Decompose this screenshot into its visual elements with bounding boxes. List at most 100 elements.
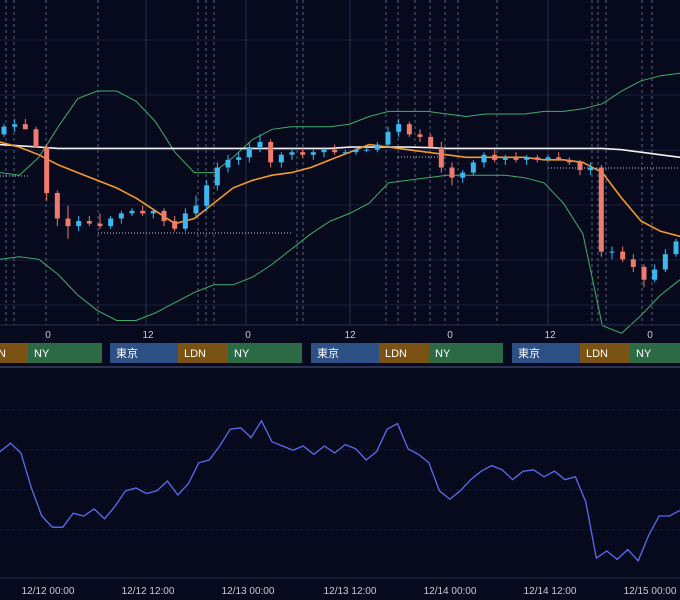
candlestick-series bbox=[1, 119, 679, 288]
candle-body-51 bbox=[545, 157, 551, 160]
session-london-label-2: LDN bbox=[385, 348, 407, 360]
session-ny-label-1: NY bbox=[234, 348, 250, 360]
candle-body-33 bbox=[353, 149, 359, 153]
candle-body-16 bbox=[172, 221, 178, 229]
date-label-0: 12/12 00:00 bbox=[22, 586, 75, 597]
session-ny-block-3 bbox=[630, 343, 680, 363]
candle-body-9 bbox=[97, 223, 103, 227]
candle-body-32 bbox=[342, 152, 348, 154]
candle-body-45 bbox=[481, 154, 487, 163]
price-hour-label-4: 0 bbox=[447, 330, 453, 341]
candle-body-39 bbox=[417, 134, 423, 137]
session-london-block-1 bbox=[178, 343, 228, 363]
price-hour-label-5: 12 bbox=[544, 330, 556, 341]
candle-body-12 bbox=[129, 210, 135, 214]
session-london-block-0 bbox=[0, 343, 28, 363]
candle-body-10 bbox=[108, 218, 114, 227]
candle-body-43 bbox=[460, 172, 466, 178]
candle-body-42 bbox=[449, 167, 455, 178]
candle-body-18 bbox=[193, 205, 199, 214]
candle-body-53 bbox=[566, 159, 572, 163]
candle-body-29 bbox=[310, 152, 316, 155]
candle-body-24 bbox=[257, 142, 263, 148]
candle-body-30 bbox=[321, 149, 327, 153]
candle-body-47 bbox=[502, 157, 508, 160]
bollinger-upper-line bbox=[0, 72, 680, 176]
price-x-axis: 0 12 0 12 0 12 0 bbox=[0, 324, 680, 341]
session-tokyo-label-3: 東京 bbox=[518, 346, 540, 360]
session-ny-label-3: NY bbox=[636, 348, 652, 360]
session-ny-block-0 bbox=[28, 343, 102, 363]
candle-body-38 bbox=[406, 124, 412, 135]
session-london-label-1: LDN bbox=[184, 348, 206, 360]
candle-body-34 bbox=[364, 149, 370, 151]
candle-body-35 bbox=[374, 144, 380, 150]
candle-body-31 bbox=[332, 149, 338, 153]
date-label-3: 12/13 12:00 bbox=[324, 586, 377, 597]
candle-body-48 bbox=[513, 157, 519, 160]
candle-body-28 bbox=[300, 152, 306, 155]
date-label-1: 12/12 12:00 bbox=[122, 586, 175, 597]
candle-body-55 bbox=[588, 167, 594, 171]
candle-body-14 bbox=[150, 210, 156, 214]
date-label-2: 12/13 00:00 bbox=[222, 586, 275, 597]
session-bar: 東京LDNNY東京LDNNY東京LDNNY東京LDNNY bbox=[0, 343, 680, 363]
price-hour-label-2: 0 bbox=[245, 330, 251, 341]
candle-body-7 bbox=[76, 221, 82, 227]
session-tokyo-block-2 bbox=[311, 343, 379, 363]
candle-body-44 bbox=[470, 162, 476, 173]
candle-body-62 bbox=[662, 254, 668, 270]
candle-body-17 bbox=[182, 213, 188, 229]
candle-body-46 bbox=[492, 154, 498, 160]
candle-body-21 bbox=[225, 159, 231, 168]
candle-body-41 bbox=[438, 147, 444, 168]
candle-body-23 bbox=[246, 147, 252, 158]
session-london-label-3: LDN bbox=[586, 348, 608, 360]
candle-body-26 bbox=[278, 154, 284, 163]
date-label-5: 12/14 12:00 bbox=[524, 586, 577, 597]
candle-body-61 bbox=[652, 269, 658, 280]
long-moving-average-line bbox=[0, 143, 680, 159]
candle-body-40 bbox=[428, 136, 434, 148]
price-hour-label-0: 0 bbox=[45, 330, 51, 341]
candle-body-11 bbox=[118, 213, 124, 219]
candle-body-49 bbox=[524, 157, 530, 160]
candle-body-58 bbox=[620, 251, 626, 260]
session-vertical-lines bbox=[5, 0, 653, 325]
candle-body-63 bbox=[673, 241, 679, 255]
candle-body-0 bbox=[1, 126, 7, 135]
short-moving-average-line bbox=[0, 141, 680, 238]
candle-body-15 bbox=[161, 210, 167, 222]
session-tokyo-block-3 bbox=[512, 343, 580, 363]
candle-body-59 bbox=[630, 259, 636, 267]
candle-body-36 bbox=[385, 131, 391, 145]
candle-body-8 bbox=[86, 221, 92, 224]
date-label-4: 12/14 00:00 bbox=[424, 586, 477, 597]
candle-body-22 bbox=[236, 157, 242, 160]
candle-body-52 bbox=[556, 157, 562, 160]
price-panel-grid bbox=[0, 39, 680, 306]
candle-body-57 bbox=[609, 251, 615, 253]
session-london-block-2 bbox=[379, 343, 429, 363]
candle-body-56 bbox=[598, 167, 604, 252]
session-ny-label-0: NY bbox=[34, 348, 50, 360]
candle-body-20 bbox=[214, 167, 220, 186]
candle-body-27 bbox=[289, 152, 295, 155]
session-tokyo-label-2: 東京 bbox=[317, 346, 339, 360]
session-london-label-0: LDN bbox=[0, 348, 6, 360]
candle-body-54 bbox=[577, 162, 583, 171]
session-tokyo-block-1 bbox=[110, 343, 178, 363]
oscillator-panel-grid bbox=[0, 409, 680, 531]
date-label-6: 12/15 00:00 bbox=[624, 586, 677, 597]
candle-body-13 bbox=[140, 210, 146, 214]
candle-body-6 bbox=[65, 218, 71, 227]
candle-body-2 bbox=[22, 124, 28, 130]
price-hour-label-1: 12 bbox=[142, 330, 154, 341]
bollinger-lower-line bbox=[0, 174, 680, 334]
session-ny-label-2: NY bbox=[435, 348, 451, 360]
oscillator-line bbox=[0, 419, 680, 562]
candle-body-3 bbox=[33, 129, 39, 148]
candle-body-25 bbox=[268, 142, 274, 163]
price-hour-label-6: 0 bbox=[647, 330, 653, 341]
